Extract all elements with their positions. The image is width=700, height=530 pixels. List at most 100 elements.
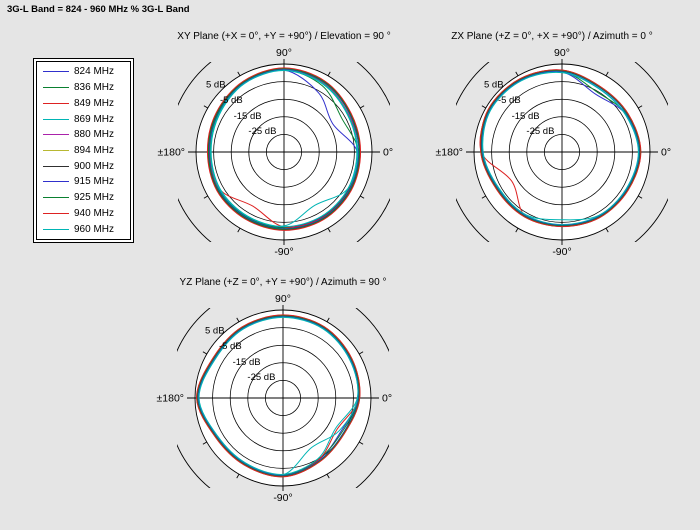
angle-label-180: ±180°	[436, 147, 463, 159]
legend-item: 869 MHz	[43, 112, 130, 127]
radial-tick-label: 5 dB	[205, 325, 225, 336]
trace-915-MHz	[481, 70, 641, 226]
legend-label: 836 MHz	[74, 82, 115, 94]
legend-box: 824 MHz 836 MHz 849 MHz 869 MHz 880 MHz 894 M…	[36, 61, 131, 240]
legend-item: 894 MHz	[43, 143, 130, 158]
trace-915-MHz	[208, 68, 360, 230]
legend-label: 824 MHz	[74, 66, 115, 78]
legend-item: 849 MHz	[43, 96, 130, 111]
legend-label: 894 MHz	[74, 144, 115, 156]
angle-tick	[327, 227, 331, 233]
angle-tick	[236, 317, 240, 323]
trace-960-MHz	[482, 71, 639, 221]
radial-tick-label: -15 dB	[512, 111, 540, 122]
angle-tick	[515, 227, 519, 233]
angle-tick	[203, 105, 209, 109]
trace-940-MHz	[479, 69, 642, 228]
legend-label: 849 MHz	[74, 97, 115, 109]
trace-915-MHz	[197, 315, 360, 477]
angle-label-90: 90°	[275, 293, 291, 305]
legend-line-swatch	[43, 71, 69, 73]
legend-label: 880 MHz	[74, 129, 115, 141]
angle-tick	[202, 441, 208, 445]
legend-line-swatch	[43, 212, 69, 214]
legend-label: 960 MHz	[74, 223, 115, 235]
radial-tick-label: -5 dB	[498, 95, 521, 106]
legend-item: 940 MHz	[43, 206, 130, 221]
angle-label-minus90: -90°	[274, 246, 293, 258]
angle-label-0: 0°	[661, 147, 671, 159]
angle-tick	[637, 105, 643, 109]
legend-label: 940 MHz	[74, 207, 115, 219]
legend-line-swatch	[43, 181, 69, 183]
trace-925-MHz	[196, 315, 360, 477]
legend-line-swatch	[43, 228, 69, 230]
angle-tick	[605, 71, 609, 77]
angle-tick	[359, 195, 365, 199]
angle-label-minus90: -90°	[552, 246, 571, 258]
trace-925-MHz	[480, 69, 641, 227]
angle-tick	[605, 227, 609, 233]
radial-tick-label: -15 dB	[234, 111, 262, 122]
legend-line-swatch	[43, 134, 69, 136]
radial-tick-label: -25 dB	[526, 126, 554, 137]
polar-plot-yz: 5 dB -5 dB -15 dB -25 dB 90° 0° -90° ±180°	[157, 293, 393, 504]
legend-label: 900 MHz	[74, 160, 115, 172]
angle-tick	[327, 71, 331, 77]
radial-tick-label: 5 dB	[484, 79, 504, 90]
legend-label: 915 MHz	[74, 176, 115, 188]
angle-label-180: ±180°	[157, 393, 184, 405]
angle-tick	[515, 71, 519, 77]
legend-item: 915 MHz	[43, 174, 130, 189]
trace-869-MHz	[210, 69, 359, 227]
angle-tick	[637, 195, 643, 199]
polar-plot-xy: 5 dB -5 dB -15 dB -25 dB 90° 0° -90° ±180°	[158, 47, 394, 258]
angle-tick	[203, 195, 209, 199]
legend-label: 869 MHz	[74, 113, 115, 125]
radial-tick-label: -25 dB	[247, 372, 275, 383]
legend-line-swatch	[43, 102, 69, 104]
angle-label-0: 0°	[383, 147, 393, 159]
radial-tick-label: 5 dB	[206, 79, 226, 90]
angle-tick	[202, 351, 208, 355]
angle-tick	[236, 473, 240, 479]
legend-line-swatch	[43, 118, 69, 120]
radial-tick-label: -5 dB	[219, 341, 242, 352]
angle-label-0: 0°	[382, 393, 392, 405]
angle-tick	[359, 105, 365, 109]
radial-tick-label: -5 dB	[220, 95, 243, 106]
figure-title: 3G-L Band = 824 - 960 MHz % 3G-L Band	[7, 4, 190, 15]
trace-940-MHz	[206, 67, 362, 231]
legend: 824 MHz 836 MHz 849 MHz 869 MHz 880 MHz 894 M…	[33, 58, 134, 243]
angle-label-90: 90°	[276, 47, 292, 59]
angle-tick	[481, 105, 487, 109]
legend-item: 900 MHz	[43, 159, 130, 174]
legend-line-swatch	[43, 165, 69, 167]
plot-title-yz: YZ Plane (+Z = 0°, +Y = +90°) / Azimuth …	[179, 277, 387, 288]
radial-tick-label: -25 dB	[248, 126, 276, 137]
legend-line-swatch	[43, 197, 69, 199]
legend-line-swatch	[43, 87, 69, 89]
radial-tick-label: -15 dB	[233, 357, 261, 368]
polar-plot-zx: 5 dB -5 dB -15 dB -25 dB 90° 0° -90° ±180°	[436, 47, 672, 258]
angle-tick	[358, 351, 364, 355]
angle-tick	[358, 441, 364, 445]
trace-925-MHz	[207, 68, 360, 230]
trace-960-MHz	[210, 70, 358, 228]
plot-title-xy: XY Plane (+X = 0°, +Y = +90°) / Elevatio…	[177, 31, 391, 42]
trace-940-MHz	[196, 314, 361, 478]
angle-label-90: 90°	[554, 47, 570, 59]
angle-label-minus90: -90°	[273, 492, 292, 504]
legend-item: 960 MHz	[43, 222, 130, 237]
legend-line-swatch	[43, 149, 69, 151]
trace-960-MHz	[198, 316, 359, 475]
legend-item: 836 MHz	[43, 80, 130, 95]
legend-item: 880 MHz	[43, 127, 130, 142]
angle-label-180: ±180°	[158, 147, 185, 159]
legend-item: 824 MHz	[43, 64, 130, 79]
angle-tick	[326, 473, 330, 479]
legend-label: 925 MHz	[74, 192, 115, 204]
angle-tick	[237, 227, 241, 233]
plot-title-zx: ZX Plane (+Z = 0°, +X = +90°) / Azimuth …	[451, 31, 653, 42]
